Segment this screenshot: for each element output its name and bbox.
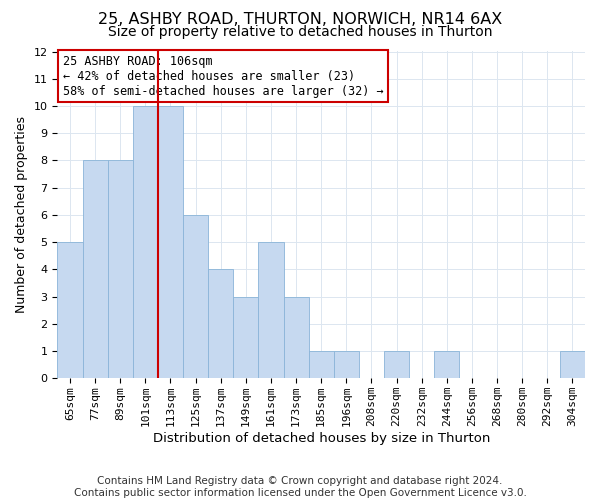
- Bar: [183, 215, 208, 378]
- Bar: [384, 351, 409, 378]
- Bar: [334, 351, 359, 378]
- Bar: [308, 351, 334, 378]
- Text: Contains HM Land Registry data © Crown copyright and database right 2024.
Contai: Contains HM Land Registry data © Crown c…: [74, 476, 526, 498]
- Bar: [259, 242, 284, 378]
- Bar: [233, 296, 259, 378]
- Bar: [434, 351, 460, 378]
- Y-axis label: Number of detached properties: Number of detached properties: [15, 116, 28, 314]
- Bar: [158, 106, 183, 378]
- Bar: [58, 242, 83, 378]
- Bar: [107, 160, 133, 378]
- X-axis label: Distribution of detached houses by size in Thurton: Distribution of detached houses by size …: [152, 432, 490, 445]
- Bar: [208, 270, 233, 378]
- Text: 25 ASHBY ROAD: 106sqm
← 42% of detached houses are smaller (23)
58% of semi-deta: 25 ASHBY ROAD: 106sqm ← 42% of detached …: [62, 55, 383, 98]
- Bar: [83, 160, 107, 378]
- Text: Size of property relative to detached houses in Thurton: Size of property relative to detached ho…: [108, 25, 492, 39]
- Text: 25, ASHBY ROAD, THURTON, NORWICH, NR14 6AX: 25, ASHBY ROAD, THURTON, NORWICH, NR14 6…: [98, 12, 502, 28]
- Bar: [284, 296, 308, 378]
- Bar: [133, 106, 158, 378]
- Bar: [560, 351, 585, 378]
